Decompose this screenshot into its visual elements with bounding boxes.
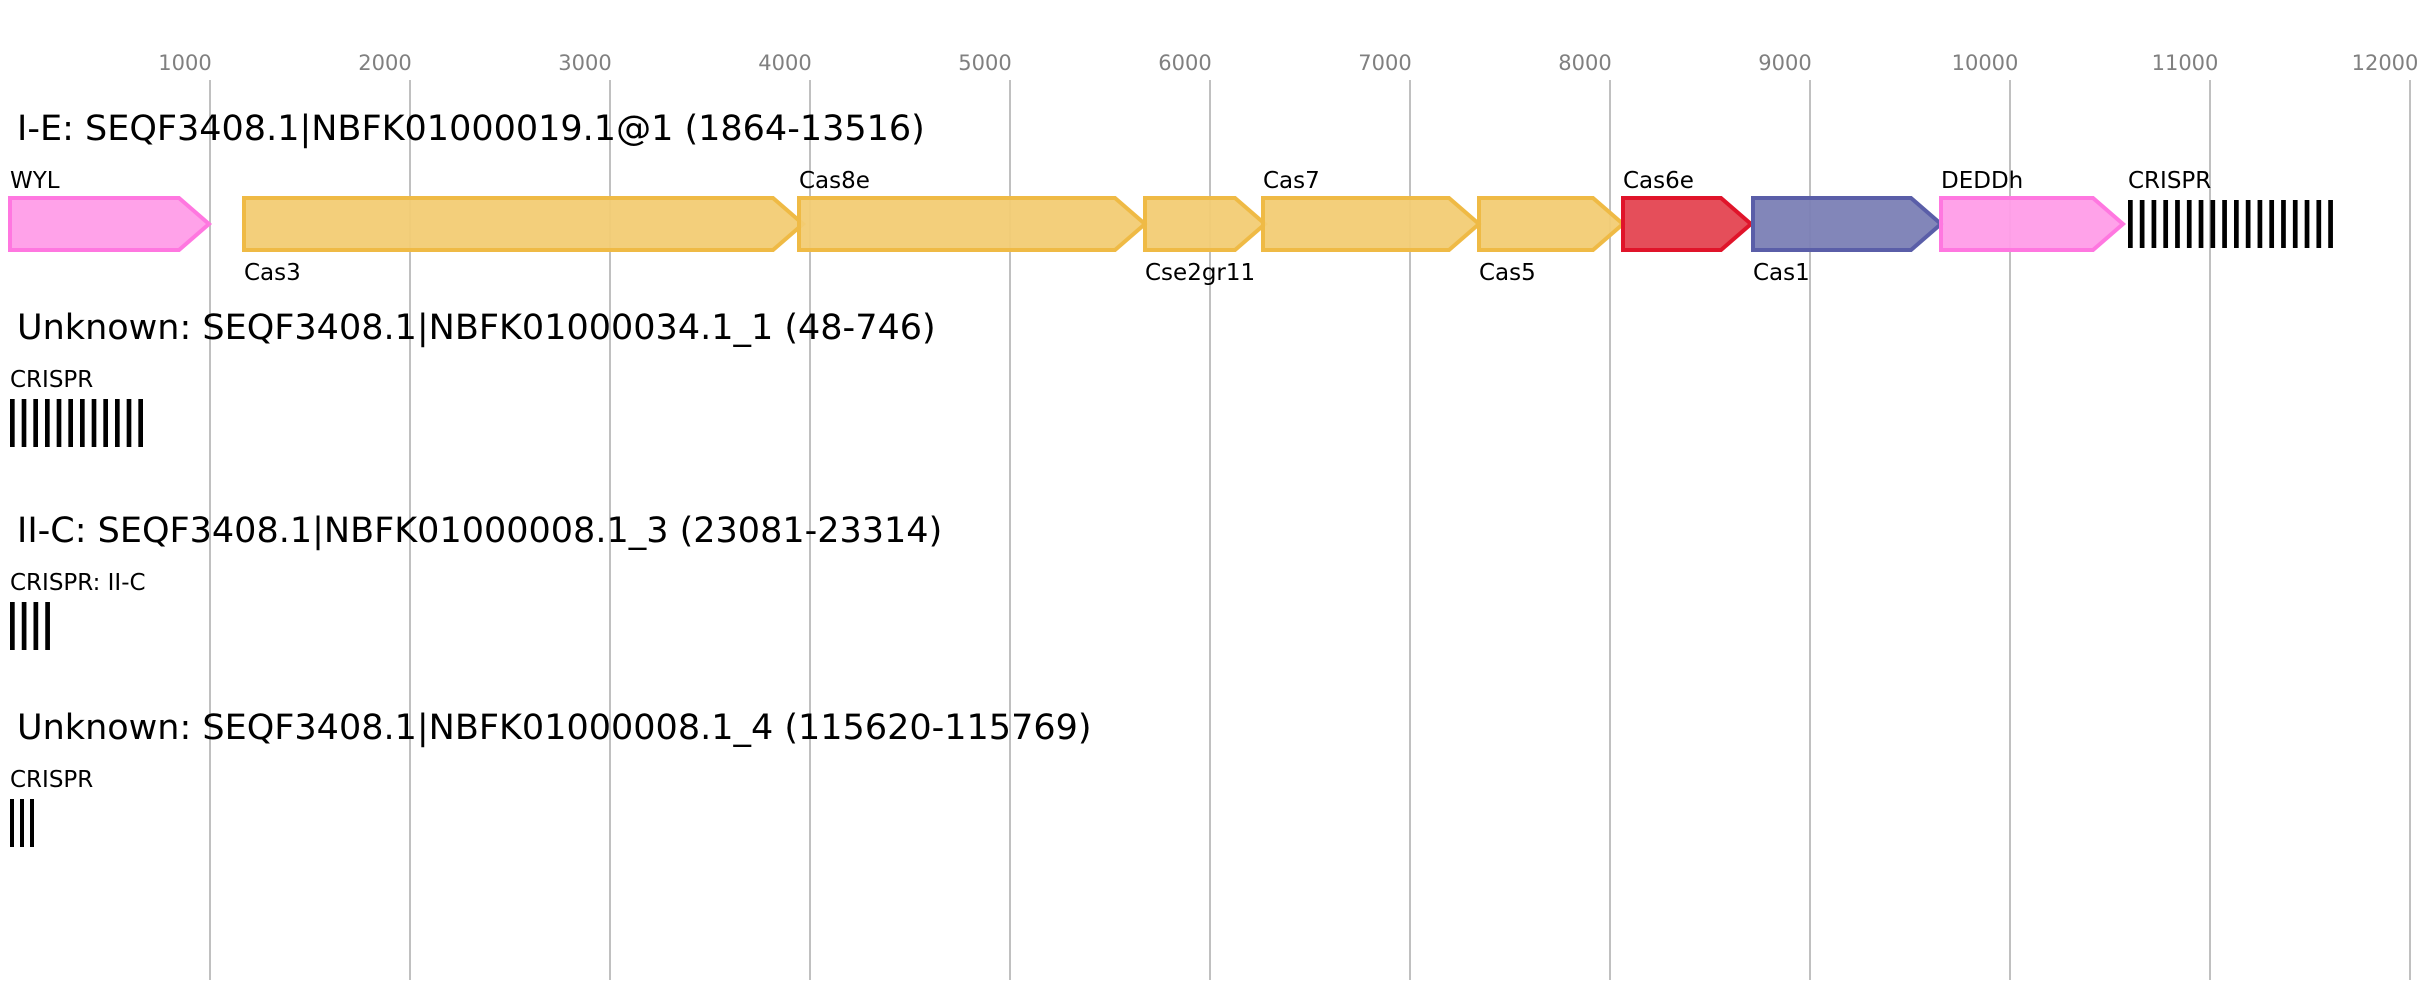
locus-title: II-C: SEQF3408.1|NBFK01000008.1_3 (23081…: [17, 511, 942, 551]
crispr-array: CRISPR: II-C: [10, 570, 146, 650]
crispr-repeat: [45, 602, 50, 650]
crispr-repeat: [10, 602, 15, 650]
crispr-array: CRISPR: [2128, 168, 2333, 248]
crispr-repeat: [2222, 200, 2227, 248]
crispr-array: CRISPR: [10, 767, 93, 847]
crispr-repeat: [2186, 200, 2192, 248]
feature-label: CRISPR: II-C: [10, 570, 146, 596]
feature-label: Cas8e: [799, 168, 870, 194]
tick-label: 7000: [1358, 51, 1411, 75]
crispr-array: CRISPR: [10, 367, 143, 447]
crispr-repeat: [56, 399, 62, 447]
gene-arrow-shape: [8, 196, 213, 252]
gene-arrow-shape: [1939, 196, 2127, 252]
locus-title: Unknown: SEQF3408.1|NBFK01000008.1_4 (11…: [17, 708, 1092, 748]
crispr-repeat: [20, 799, 24, 847]
crispr-repeat: [45, 399, 50, 447]
tick-label: 12000: [2352, 51, 2419, 75]
crispr-repeat: [126, 399, 132, 447]
gene-arrow-shape: [1261, 196, 1483, 252]
gene-arrow-shape: [1477, 196, 1627, 252]
gene-arrow-cas8e: Cas8e: [797, 168, 1149, 252]
feature-label: Cse2gr11: [1145, 260, 1255, 286]
tick-label: 2000: [358, 51, 411, 75]
gene-arrow-cas5: Cas5: [1477, 196, 1627, 286]
axis-grid: 1000 2000 3000 4000 5000 6000 7000 8000 9000 1000…: [158, 51, 2418, 980]
gene-arrow-cas1: Cas1: [1751, 196, 1945, 286]
feature-label: Cas5: [1479, 260, 1536, 286]
crispr-repeat: [21, 399, 27, 447]
locus-section: Unknown: SEQF3408.1|NBFK01000034.1_1 (48…: [10, 308, 936, 447]
crispr-repeat: [2257, 200, 2263, 248]
feature-label: CRISPR: [10, 367, 93, 393]
crispr-repeat: [2316, 200, 2322, 248]
tick-label: 8000: [1558, 51, 1611, 75]
crispr-repeat: [2269, 200, 2275, 248]
feature-label: CRISPR: [10, 767, 93, 793]
crispr-repeat: [33, 399, 38, 447]
locus-section: Unknown: SEQF3408.1|NBFK01000008.1_4 (11…: [10, 708, 1092, 847]
gene-arrow-cas3: Cas3: [242, 196, 807, 286]
crispr-repeat: [80, 399, 85, 447]
gene-arrow-shape: [242, 196, 807, 252]
crispr-repeat: [2210, 200, 2216, 248]
crispr-repeat: [10, 799, 14, 847]
gene-arrow-shape: [1621, 196, 1755, 252]
crispr-repeat: [2292, 200, 2298, 248]
feature-label: WYL: [10, 168, 60, 194]
tick-label: 9000: [1758, 51, 1811, 75]
feature-label: Cas3: [244, 260, 301, 286]
crispr-repeat: [21, 602, 27, 650]
tick-label: 10000: [1952, 51, 2019, 75]
crispr-repeat: [115, 399, 120, 447]
tick-label: 11000: [2152, 51, 2219, 75]
crispr-repeat: [2245, 200, 2251, 248]
crispr-repeat: [33, 602, 39, 650]
crispr-repeat: [2175, 200, 2180, 248]
gene-arrow-shape: [1143, 196, 1269, 252]
locus-section: II-C: SEQF3408.1|NBFK01000008.1_3 (23081…: [10, 511, 942, 650]
crispr-repeat: [2198, 200, 2204, 248]
tick-label: 5000: [958, 51, 1011, 75]
crispr-repeat: [2163, 200, 2169, 248]
crispr-repeat: [2281, 200, 2286, 248]
gene-arrow-deddh: DEDDh: [1939, 168, 2127, 252]
crispr-repeat: [2328, 200, 2333, 248]
crispr-repeat: [91, 399, 97, 447]
crispr-repeat: [30, 799, 34, 847]
gene-arrow-cse2gr11: Cse2gr11: [1143, 196, 1269, 286]
feature-label: Cas7: [1263, 168, 1320, 194]
crispr-repeat: [2304, 200, 2310, 248]
crispr-repeat: [2234, 200, 2239, 248]
gene-arrow-wyl: WYL: [8, 168, 213, 252]
crispr-repeat: [2139, 200, 2145, 248]
crispr-repeat: [2128, 200, 2133, 248]
crispr-repeat: [10, 399, 15, 447]
crispr-repeat: [138, 399, 143, 447]
crispr-repeat: [103, 399, 108, 447]
gene-arrow-cas6e: Cas6e: [1621, 168, 1755, 252]
tick-label: 1000: [158, 51, 211, 75]
feature-label: Cas6e: [1623, 168, 1694, 194]
locus-title: I-E: SEQF3408.1|NBFK01000019.1@1 (1864-1…: [17, 109, 925, 149]
loci: I-E: SEQF3408.1|NBFK01000019.1@1 (1864-1…: [8, 109, 2333, 847]
feature-label: Cas1: [1753, 260, 1810, 286]
crispr-repeat: [68, 399, 73, 447]
gene-arrow-shape: [797, 196, 1149, 252]
feature-label: DEDDh: [1941, 168, 2023, 194]
tick-label: 6000: [1158, 51, 1211, 75]
locus-section: I-E: SEQF3408.1|NBFK01000019.1@1 (1864-1…: [8, 109, 2333, 286]
crispr-repeat: [2151, 200, 2157, 248]
feature-label: CRISPR: [2128, 168, 2211, 194]
locus-title: Unknown: SEQF3408.1|NBFK01000034.1_1 (48…: [17, 308, 936, 348]
tick-label: 4000: [758, 51, 811, 75]
gene-arrow-cas7: Cas7: [1261, 168, 1483, 252]
gene-arrow-shape: [1751, 196, 1945, 252]
tick-label: 3000: [558, 51, 611, 75]
